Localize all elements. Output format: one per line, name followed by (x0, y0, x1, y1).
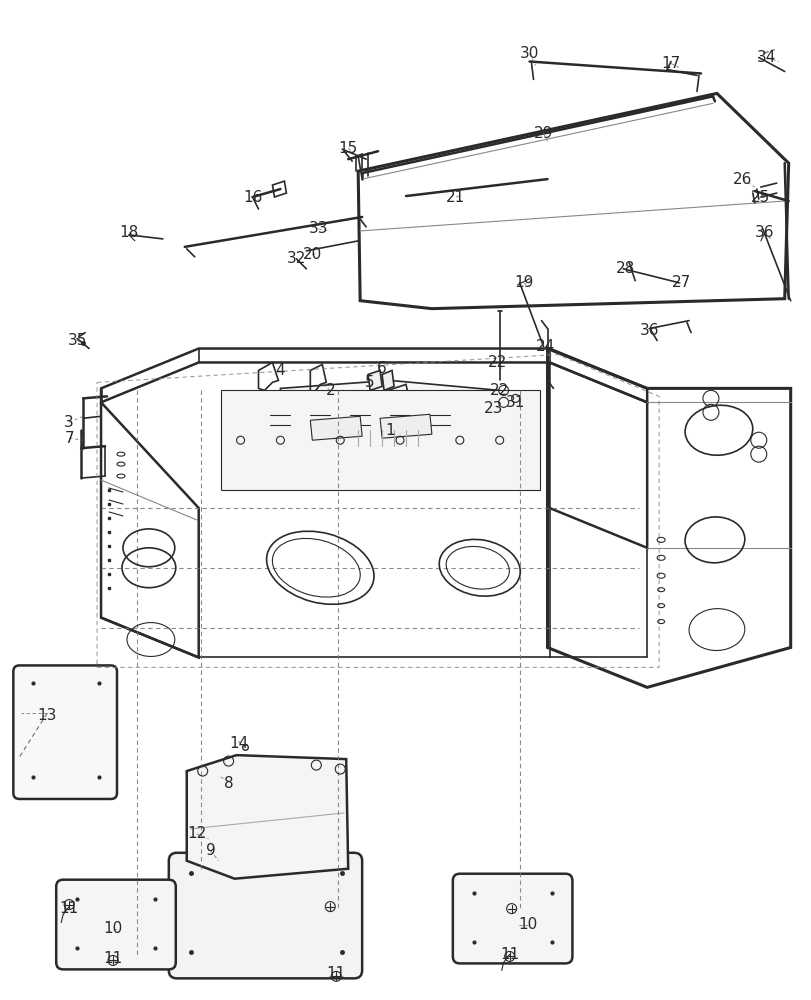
Text: 4: 4 (275, 363, 285, 378)
Text: 13: 13 (37, 708, 57, 723)
Polygon shape (367, 370, 382, 390)
Text: 22: 22 (490, 383, 508, 398)
Text: 18: 18 (119, 225, 139, 240)
Text: 31: 31 (505, 395, 525, 410)
Text: 3: 3 (64, 415, 74, 430)
Text: 11: 11 (59, 901, 79, 916)
Text: 7: 7 (64, 431, 74, 446)
Text: 16: 16 (242, 190, 262, 205)
Text: 8: 8 (224, 776, 233, 791)
FancyBboxPatch shape (453, 874, 572, 963)
Text: 20: 20 (303, 247, 321, 262)
Text: 24: 24 (535, 339, 555, 354)
Polygon shape (280, 380, 499, 460)
Text: 5: 5 (365, 375, 375, 390)
Text: 15: 15 (338, 141, 358, 156)
Text: 34: 34 (756, 50, 775, 65)
Text: 33: 33 (308, 221, 328, 236)
Text: 21: 21 (446, 190, 465, 205)
Text: 36: 36 (754, 225, 774, 240)
Polygon shape (382, 370, 393, 390)
Text: 6: 6 (377, 361, 387, 376)
Text: 14: 14 (229, 736, 248, 751)
Polygon shape (310, 416, 362, 440)
Text: 28: 28 (615, 261, 634, 276)
Text: 32: 32 (286, 251, 306, 266)
Text: 11: 11 (500, 947, 518, 962)
Text: 36: 36 (638, 323, 658, 338)
Polygon shape (380, 414, 431, 438)
Text: 30: 30 (519, 46, 539, 61)
Text: 9: 9 (205, 843, 215, 858)
FancyBboxPatch shape (169, 853, 362, 978)
FancyBboxPatch shape (13, 665, 117, 799)
Polygon shape (221, 390, 539, 490)
Text: 22: 22 (487, 355, 507, 370)
Text: 25: 25 (750, 190, 770, 205)
Polygon shape (187, 755, 348, 879)
FancyBboxPatch shape (56, 880, 175, 969)
Text: 10: 10 (103, 921, 122, 936)
Text: 1: 1 (384, 423, 394, 438)
Text: 27: 27 (671, 275, 690, 290)
Text: 17: 17 (661, 56, 680, 71)
Text: 23: 23 (483, 401, 503, 416)
Text: 12: 12 (187, 826, 206, 841)
Text: 35: 35 (67, 333, 87, 348)
Text: 10: 10 (517, 917, 537, 932)
Text: 11: 11 (103, 951, 122, 966)
Text: 2: 2 (325, 383, 335, 398)
Text: 11: 11 (326, 966, 345, 981)
Text: 29: 29 (533, 126, 552, 141)
Text: 19: 19 (513, 275, 533, 290)
Text: 26: 26 (732, 172, 752, 187)
